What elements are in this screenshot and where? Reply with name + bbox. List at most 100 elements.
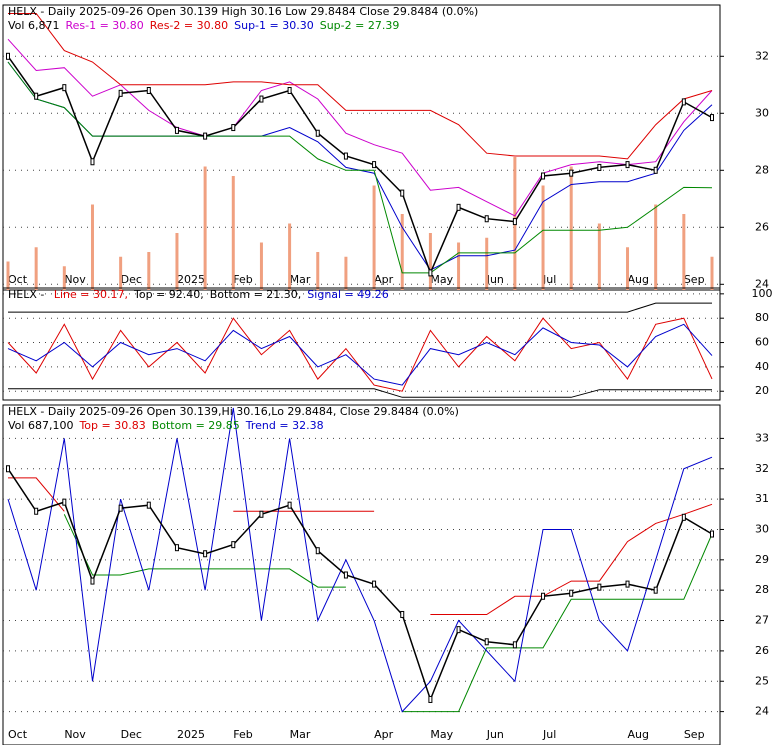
x-tick-label: Aug bbox=[628, 728, 649, 741]
price-bar bbox=[456, 203, 461, 211]
x-tick-label: Jun bbox=[486, 273, 504, 286]
y-tick-label: 32 bbox=[755, 462, 769, 475]
x-tick-label: Nov bbox=[64, 728, 86, 741]
volume-bar bbox=[428, 233, 432, 290]
price-bar bbox=[569, 169, 574, 177]
price-line bbox=[7, 468, 713, 702]
x-tick-label: Jul bbox=[542, 728, 556, 741]
price-bar bbox=[62, 498, 67, 506]
price-bar bbox=[6, 465, 10, 473]
y-tick-label: 26 bbox=[755, 220, 769, 233]
price-bar bbox=[597, 583, 602, 591]
volume-bar bbox=[569, 166, 573, 290]
price-bar bbox=[653, 586, 658, 594]
price-bar bbox=[428, 695, 433, 703]
price-bar bbox=[315, 547, 320, 555]
price-bar bbox=[118, 89, 123, 97]
volume-bar bbox=[457, 242, 461, 290]
panel-title: HELX - bbox=[8, 288, 48, 301]
x-tick-label: Nov bbox=[64, 273, 86, 286]
x-tick-label: 2025 bbox=[177, 273, 205, 286]
y-tick-label: 33 bbox=[755, 431, 769, 444]
volume-bar bbox=[62, 266, 66, 290]
price-bar bbox=[541, 172, 546, 180]
y-tick-label: 26 bbox=[755, 644, 769, 657]
price-bar bbox=[625, 580, 630, 588]
price-bar bbox=[653, 166, 658, 174]
x-tick-label: Aug bbox=[628, 273, 649, 286]
legend-entry: Trend = 32.38 bbox=[245, 419, 324, 432]
x-tick-label: Dec bbox=[121, 728, 142, 741]
y-tick-label: 28 bbox=[755, 583, 769, 596]
price-bar bbox=[62, 84, 67, 92]
price-bar bbox=[90, 577, 95, 585]
legend-row: Vol 687,100 Top = 30.83 Bottom = 29.85 Tren… bbox=[8, 419, 324, 432]
price-bar bbox=[287, 87, 292, 94]
price-bar bbox=[174, 126, 179, 134]
legend-entry: Top = 30.83 bbox=[78, 419, 145, 432]
volume-label: Vol 6,871 bbox=[8, 19, 59, 32]
y-tick-label: 30 bbox=[755, 522, 769, 535]
legend-entry: Signal = 49.26 bbox=[307, 288, 389, 301]
y-tick-label: 29 bbox=[755, 553, 769, 566]
volume-bar bbox=[372, 185, 376, 290]
series-line bbox=[63, 514, 713, 713]
y-tick-label: 32 bbox=[755, 49, 769, 62]
price-bar bbox=[34, 507, 39, 515]
y-tick-label: 80 bbox=[755, 311, 769, 324]
price-bar bbox=[512, 641, 517, 649]
x-tick-label: Jul bbox=[542, 273, 556, 286]
price-bar bbox=[34, 92, 39, 100]
legend-entry: Res-1 = 30.80 bbox=[65, 19, 143, 32]
y-tick-label: 25 bbox=[755, 674, 769, 687]
volume-bar bbox=[231, 176, 235, 290]
series-line bbox=[7, 38, 713, 217]
series-line bbox=[8, 302, 712, 313]
x-tick-label: 2025 bbox=[177, 728, 205, 741]
price-bar bbox=[597, 163, 602, 171]
y-tick-label: 30 bbox=[755, 106, 769, 119]
x-tick-label: Oct bbox=[8, 728, 28, 741]
volume-bar bbox=[654, 204, 658, 290]
price-bar bbox=[231, 124, 236, 132]
y-tick-label: 27 bbox=[755, 614, 769, 627]
price-bar bbox=[541, 592, 546, 600]
volume-bar bbox=[626, 247, 630, 290]
price-bar bbox=[6, 52, 10, 60]
volume-bar bbox=[400, 214, 404, 290]
y-tick-label: 20 bbox=[755, 384, 769, 397]
x-tick-label: Dec bbox=[121, 273, 142, 286]
price-bar bbox=[569, 589, 574, 597]
price-bar bbox=[681, 513, 686, 521]
panel-title: HELX - Daily 2025-09-26 Open 30.139,Hi 3… bbox=[8, 405, 459, 418]
price-bar bbox=[372, 580, 377, 588]
price-bar bbox=[681, 98, 686, 106]
series-line bbox=[7, 407, 713, 713]
price-bar bbox=[90, 158, 95, 166]
volume-bar bbox=[541, 185, 545, 290]
x-tick-label: Mar bbox=[290, 273, 311, 286]
x-tick-label: May bbox=[430, 728, 453, 741]
panel-frame bbox=[2, 287, 721, 401]
y-tick-label: 28 bbox=[755, 163, 769, 176]
panel-header: HELX - Daily 2025-09-26 Open 30.139,Hi 3… bbox=[8, 405, 459, 418]
volume-bar bbox=[6, 261, 10, 290]
price-bar bbox=[231, 541, 236, 549]
price-line bbox=[7, 55, 713, 275]
y-tick-label: 24 bbox=[755, 277, 769, 290]
volume-label: Vol 687,100 bbox=[8, 419, 73, 432]
volume-bar bbox=[119, 256, 123, 290]
y-tick-label: 60 bbox=[755, 336, 769, 349]
volume-bar bbox=[259, 242, 263, 290]
x-tick-label: Sep bbox=[684, 273, 705, 286]
price-bar bbox=[203, 550, 208, 558]
volume-bar bbox=[147, 252, 151, 290]
volume-bar bbox=[175, 233, 179, 290]
price-bar bbox=[343, 571, 348, 579]
series-line bbox=[8, 477, 713, 615]
price-bar bbox=[315, 129, 320, 137]
price-bar bbox=[710, 530, 714, 538]
price-bar bbox=[710, 114, 714, 122]
